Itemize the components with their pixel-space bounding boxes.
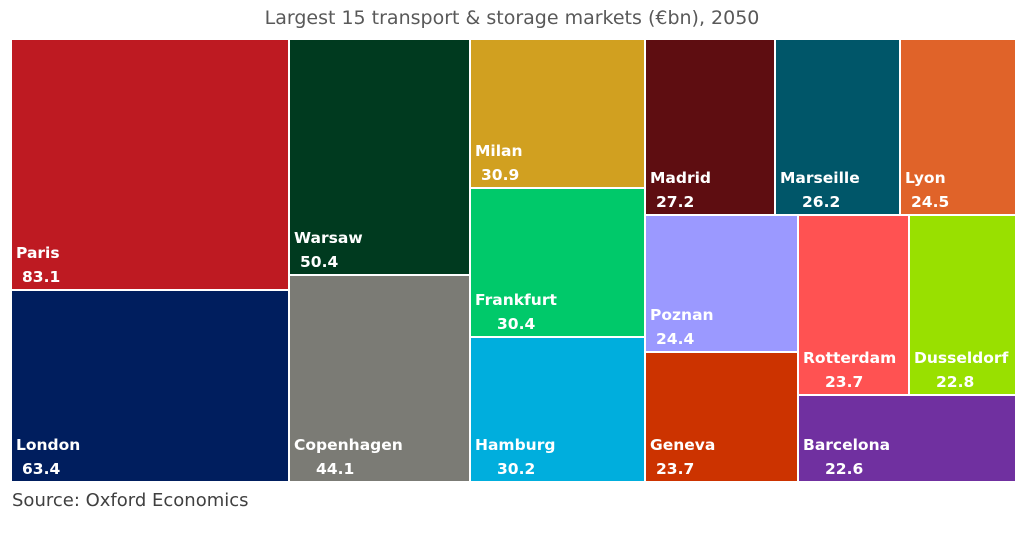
source-note: Source: Oxford Economics (12, 490, 249, 511)
tile-rect-london (10, 289, 290, 483)
tile-value-lyon: 24.5 (911, 193, 949, 211)
tile-hamburg: Hamburg 30.2 (469, 336, 646, 483)
tile-rect-poznan (644, 214, 799, 353)
tile-milan: Milan 30.9 (469, 38, 646, 189)
tile-label-paris: Paris (16, 244, 60, 262)
tile-label-madrid: Madrid (650, 169, 711, 187)
tile-rotterdam: Rotterdam 23.7 (797, 214, 910, 396)
tile-value-madrid: 27.2 (656, 193, 694, 211)
tile-value-poznan: 24.4 (656, 330, 694, 348)
tile-label-milan: Milan (475, 142, 523, 160)
tile-label-london: London (16, 436, 80, 454)
tile-rect-rotterdam (797, 214, 910, 396)
tile-rect-milan (469, 38, 646, 189)
tile-paris: Paris 83.1 (10, 38, 290, 291)
tile-label-copenhagen: Copenhagen (294, 436, 403, 454)
tile-label-geneva: Geneva (650, 436, 715, 454)
tile-value-london: 63.4 (22, 460, 60, 478)
tile-label-marseille: Marseille (780, 169, 860, 187)
tile-copenhagen: Copenhagen 44.1 (288, 274, 471, 483)
tile-value-milan: 30.9 (481, 166, 519, 184)
tile-marseille: Marseille 26.2 (774, 38, 901, 216)
tile-label-barcelona: Barcelona (803, 436, 890, 454)
tile-geneva: Geneva 23.7 (644, 351, 799, 483)
tile-label-lyon: Lyon (905, 169, 946, 187)
tile-value-rotterdam: 23.7 (825, 373, 863, 391)
tile-rect-frankfurt (469, 187, 646, 338)
tile-rect-barcelona (797, 394, 1017, 483)
tile-rect-madrid (644, 38, 776, 216)
tile-warsaw: Warsaw 50.4 (288, 38, 471, 276)
tile-rect-hamburg (469, 336, 646, 483)
tile-dusseldorf: Dusseldorf 22.8 (908, 214, 1017, 396)
tile-label-poznan: Poznan (650, 306, 714, 324)
tile-value-copenhagen: 44.1 (316, 460, 354, 478)
tile-rect-dusseldorf (908, 214, 1017, 396)
tile-label-hamburg: Hamburg (475, 436, 555, 454)
tile-value-marseille: 26.2 (802, 193, 840, 211)
tile-madrid: Madrid 27.2 (644, 38, 776, 216)
tile-rect-marseille (774, 38, 901, 216)
tile-value-warsaw: 50.4 (300, 253, 338, 271)
tile-value-barcelona: 22.6 (825, 460, 863, 478)
tile-label-dusseldorf: Dusseldorf (914, 349, 1009, 367)
tile-label-warsaw: Warsaw (294, 229, 363, 247)
tile-value-dusseldorf: 22.8 (936, 373, 974, 391)
tile-london: London 63.4 (10, 289, 290, 483)
tile-value-hamburg: 30.2 (497, 460, 535, 478)
tile-label-rotterdam: Rotterdam (803, 349, 896, 367)
tile-value-paris: 83.1 (22, 268, 60, 286)
tile-rect-lyon (899, 38, 1017, 216)
tile-rect-geneva (644, 351, 799, 483)
tile-frankfurt: Frankfurt 30.4 (469, 187, 646, 338)
tile-poznan: Poznan 24.4 (644, 214, 799, 353)
tile-value-frankfurt: 30.4 (497, 315, 535, 333)
tile-value-geneva: 23.7 (656, 460, 694, 478)
tile-lyon: Lyon 24.5 (899, 38, 1017, 216)
tile-label-frankfurt: Frankfurt (475, 291, 557, 309)
tile-barcelona: Barcelona 22.6 (797, 394, 1017, 483)
chart-title: Largest 15 transport & storage markets (… (264, 7, 760, 29)
